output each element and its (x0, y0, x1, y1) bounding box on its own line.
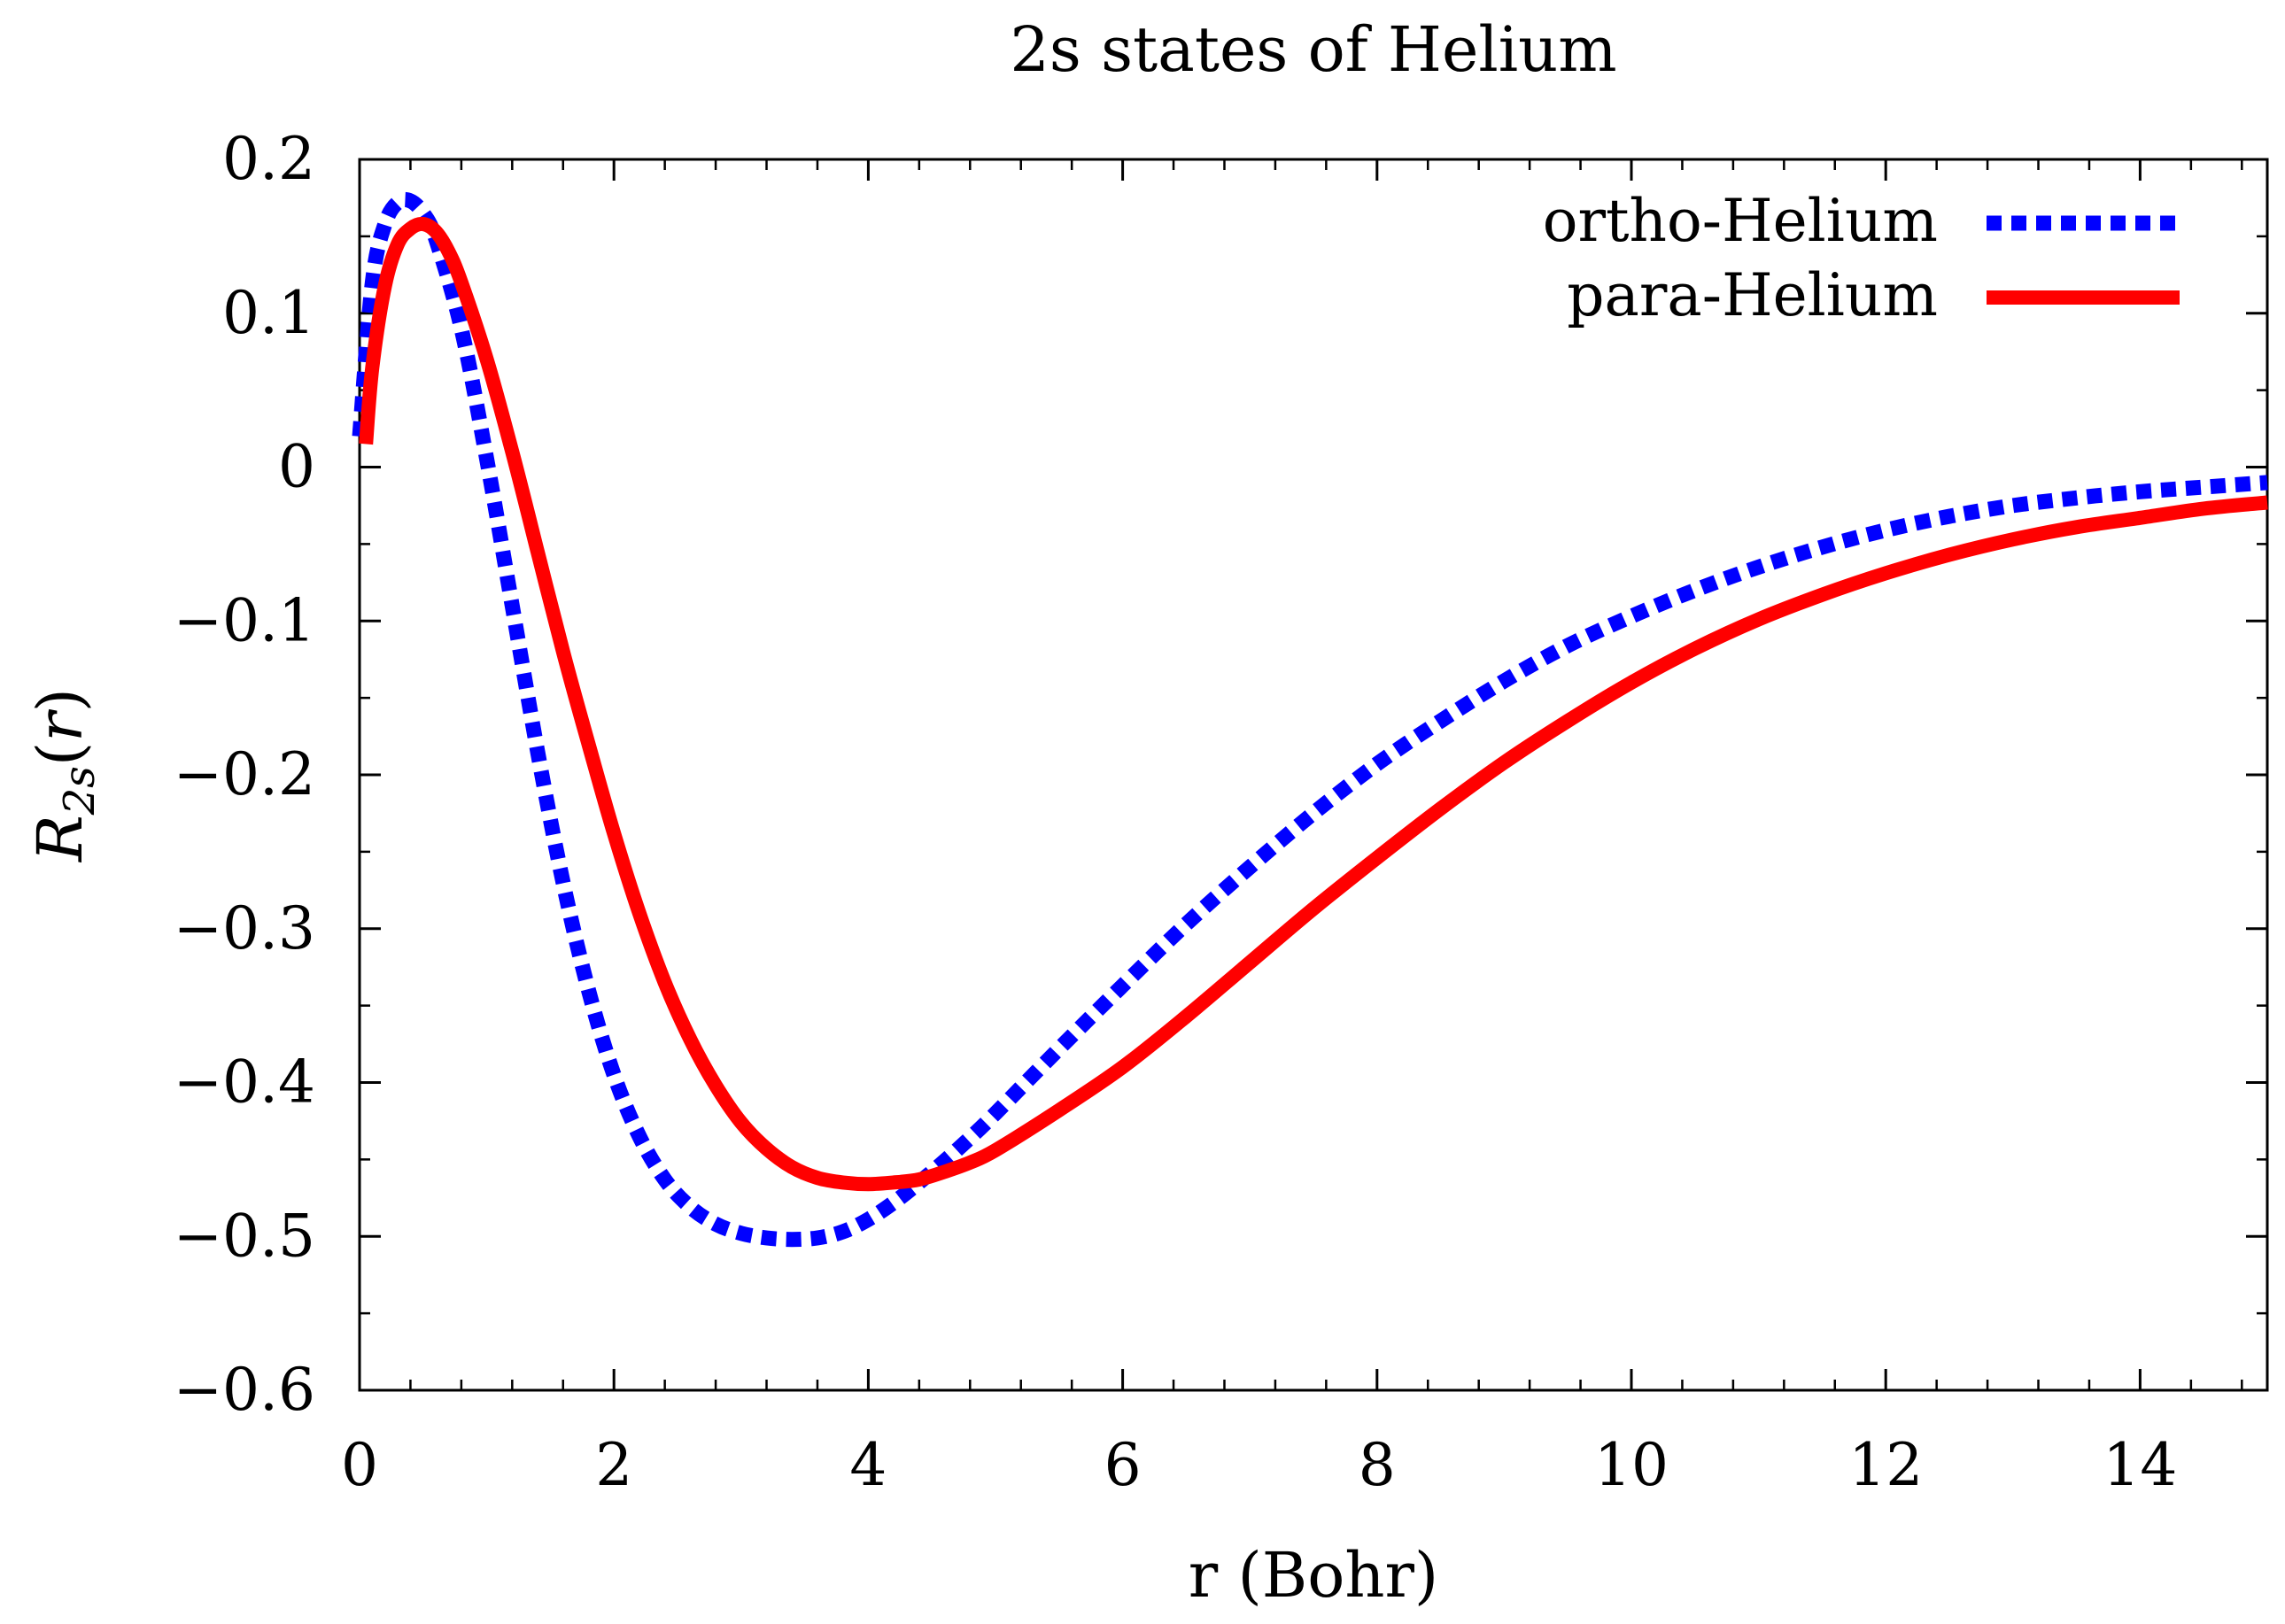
x-tick-label: 10 (1594, 1431, 1669, 1499)
y-tick-label: −0.5 (174, 1202, 315, 1270)
x-tick-labels: 0 2 4 6 8 10 12 14 (341, 1431, 2177, 1499)
y-tick-label: −0.3 (174, 894, 315, 963)
x-tick-label: 6 (1104, 1431, 1142, 1499)
legend-label-ortho-helium: ortho-Helium (1543, 187, 1938, 255)
y-tick-label: 0.2 (222, 125, 315, 193)
y-tick-label: −0.6 (174, 1356, 315, 1424)
y-tick-label: −0.1 (174, 586, 315, 654)
x-tick-label: 8 (1359, 1431, 1396, 1499)
y-tick-label: −0.4 (174, 1048, 315, 1117)
svg-text:R2s(r): R2s(r) (24, 688, 105, 863)
plot-series (352, 191, 2268, 1248)
x-axis-label: r (Bohr) (1189, 1539, 1438, 1612)
x-tick-label: 2 (595, 1431, 632, 1499)
series-line-para-helium (359, 216, 2268, 1192)
y-axis-label-close-paren: ) (24, 688, 97, 712)
series-line-ortho-helium (352, 191, 2268, 1248)
y-tick-label: 0 (278, 433, 315, 501)
axis-ticks (358, 158, 2267, 1392)
chart-title: 2s states of Helium (1010, 13, 1616, 86)
x-tick-label: 14 (2103, 1431, 2177, 1499)
y-tick-label: −0.2 (174, 740, 315, 808)
x-tick-label: 0 (341, 1431, 378, 1499)
y-axis-label-argument: r (24, 709, 97, 742)
legend-label-para-helium: para-Helium (1567, 261, 1938, 329)
x-tick-label: 4 (849, 1431, 887, 1499)
y-tick-label: 0.1 (222, 279, 315, 347)
y-axis-label-symbol: R (24, 815, 97, 863)
x-tick-label: 12 (1848, 1431, 1923, 1499)
y-axis-label-open-paren: ( (24, 742, 97, 766)
y-tick-labels: 0.2 0.1 0 −0.1 −0.2 −0.3 −0.4 −0.5 −0.6 (174, 125, 315, 1424)
y-axis-label-subscript: 2s (55, 766, 105, 816)
y-axis-label: R2s(r) (24, 688, 105, 863)
legend: ortho-Helium para-Helium (1543, 187, 2180, 329)
